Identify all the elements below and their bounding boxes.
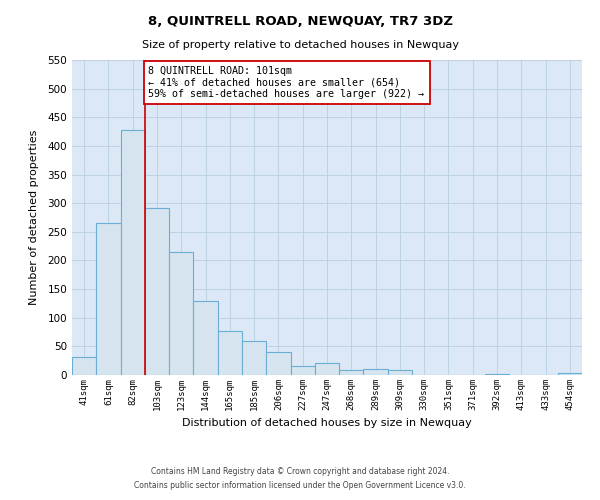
Bar (388, 370, 412, 375)
Text: Size of property relative to detached houses in Newquay: Size of property relative to detached ho… (142, 40, 458, 50)
Bar (242, 341, 266, 375)
Y-axis label: Number of detached properties: Number of detached properties (29, 130, 39, 305)
Bar (218, 332, 242, 375)
Text: Contains HM Land Registry data © Crown copyright and database right 2024.
Contai: Contains HM Land Registry data © Crown c… (134, 468, 466, 489)
Text: 8, QUINTRELL ROAD, NEWQUAY, TR7 3DZ: 8, QUINTRELL ROAD, NEWQUAY, TR7 3DZ (148, 15, 452, 28)
Bar (558, 374, 582, 375)
Bar (121, 130, 145, 375)
Bar (193, 300, 218, 375)
Bar (339, 370, 364, 375)
Bar (72, 356, 96, 375)
Bar (315, 363, 339, 375)
Bar (364, 370, 388, 375)
Bar (290, 366, 315, 375)
Bar (485, 374, 509, 375)
Bar (145, 208, 169, 375)
X-axis label: Distribution of detached houses by size in Newquay: Distribution of detached houses by size … (182, 418, 472, 428)
Bar (266, 352, 290, 375)
Text: 8 QUINTRELL ROAD: 101sqm
← 41% of detached houses are smaller (654)
59% of semi-: 8 QUINTRELL ROAD: 101sqm ← 41% of detach… (149, 66, 425, 99)
Bar (169, 252, 193, 375)
Bar (96, 223, 121, 375)
